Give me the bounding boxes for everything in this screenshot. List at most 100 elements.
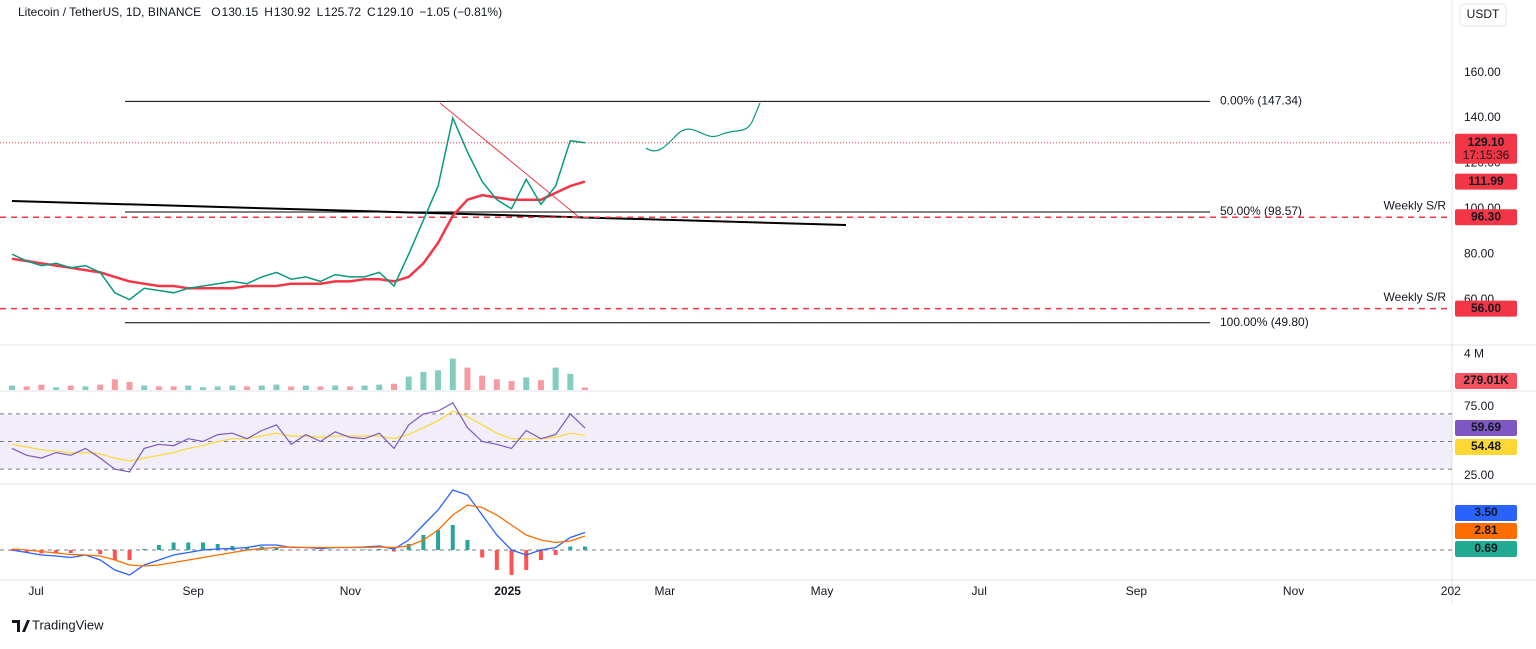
header-change: −1.05 (−0.81%) <box>419 5 502 19</box>
volume-bar <box>288 386 295 390</box>
volume-bar <box>38 384 45 390</box>
histogram-bar <box>465 540 470 550</box>
volume-tag: 279.01K <box>1463 373 1509 387</box>
volume-bar <box>170 386 177 390</box>
histogram-bar <box>201 542 205 550</box>
fib-label: 0.00% (147.34) <box>1220 94 1302 108</box>
volume-bar <box>23 386 30 390</box>
brand: TradingView <box>32 617 104 632</box>
volume-bar <box>537 380 544 390</box>
histogram-bar <box>171 542 176 550</box>
ma-tag: 111.99 <box>1468 174 1504 188</box>
rsi-tag-bg <box>1455 439 1517 455</box>
header-open: 130.15 <box>222 5 259 19</box>
histogram-tag: 0.69 <box>1474 541 1498 555</box>
x-tick-label: Mar <box>654 584 675 598</box>
histogram-bar <box>377 549 382 550</box>
histogram-bar <box>524 550 529 570</box>
histogram-bar <box>215 544 220 550</box>
histogram-bar <box>289 550 294 551</box>
histogram-bar <box>98 550 103 554</box>
volume-bar <box>405 376 412 390</box>
support-name: Weekly S/R <box>1384 198 1447 212</box>
volume-bar <box>185 385 192 390</box>
support-tag: 56.00 <box>1471 301 1501 315</box>
volume-bar <box>82 386 89 390</box>
x-tick-label: Sep <box>183 584 205 598</box>
histogram-bar <box>509 550 514 575</box>
x-tick-label: Nov <box>1283 584 1304 598</box>
histogram-bar <box>421 535 426 550</box>
histogram-bar <box>553 550 558 555</box>
x-tick-label: May <box>811 584 834 598</box>
volume-bar <box>126 381 133 390</box>
volume-bar <box>449 358 456 390</box>
histogram-bar <box>127 550 132 560</box>
projection-path <box>645 102 761 152</box>
histogram-bar <box>54 550 59 553</box>
histogram-bar <box>318 550 323 551</box>
histogram-tag-bg <box>1455 541 1517 557</box>
volume-bar <box>567 373 574 390</box>
ma-tag-bg <box>1455 173 1517 190</box>
histogram-bar <box>24 550 29 553</box>
x-tick-label: Jul <box>972 584 987 598</box>
histogram-bar <box>68 550 73 553</box>
header-o-label: O <box>211 5 220 19</box>
y-tick-label: 75.00 <box>1464 399 1494 413</box>
volume-bar <box>200 387 206 390</box>
volume-bar <box>523 377 530 390</box>
volume-bar <box>391 383 397 390</box>
rsi-tag: 54.48 <box>1471 439 1501 453</box>
volume-bar <box>317 386 324 390</box>
volume-bar <box>97 384 104 390</box>
histogram-bar <box>274 547 279 550</box>
trend-line <box>11 200 847 226</box>
histogram-bar <box>436 530 441 550</box>
histogram-bar <box>480 550 485 558</box>
price-line <box>11 115 586 301</box>
volume-bar <box>508 381 515 390</box>
rsi-line <box>11 401 586 473</box>
trend-line <box>439 102 581 219</box>
volume-bar <box>9 385 15 390</box>
volume-bar <box>479 375 486 390</box>
macd-line <box>11 504 586 567</box>
histogram-bar <box>450 525 455 550</box>
countdown: 17:15:36 <box>1463 148 1510 162</box>
x-tick-label: 2025 <box>494 584 521 598</box>
y-tick-label: 4 M <box>1464 346 1484 360</box>
volume-bar <box>332 385 339 390</box>
volume-bar <box>141 385 148 390</box>
volume-bar <box>273 384 280 390</box>
x-tick-label: Jul <box>28 584 43 598</box>
volume-bar <box>361 385 368 390</box>
volume-bar <box>493 379 500 390</box>
volume-bar <box>420 372 427 390</box>
volume-tag-bg <box>1455 373 1517 389</box>
volume-bar <box>214 386 221 390</box>
volume-bar <box>346 386 353 390</box>
x-tick-label: Sep <box>1126 584 1148 598</box>
volume-bar <box>258 385 265 390</box>
volume-bar <box>229 385 236 390</box>
header-c-label: C <box>367 5 376 19</box>
volume-bar <box>552 367 559 390</box>
brand-logo <box>12 620 30 632</box>
currency[interactable]: USDT <box>1467 7 1500 21</box>
support-tag-bg <box>1455 300 1517 317</box>
histogram-bar <box>186 542 191 550</box>
histogram-bar <box>406 544 411 550</box>
fib-label: 100.00% (49.80) <box>1220 315 1309 329</box>
histogram-bar <box>112 550 117 560</box>
volume-bar <box>464 367 471 390</box>
volume-bar <box>302 385 309 390</box>
moving-average <box>11 180 586 290</box>
rsi-tag-bg <box>1455 420 1517 436</box>
rsi-tag: 59.69 <box>1471 420 1501 434</box>
y-tick-label: 80.00 <box>1464 246 1494 260</box>
support-tag: 96.30 <box>1471 209 1501 223</box>
currency-button[interactable] <box>1459 3 1507 27</box>
